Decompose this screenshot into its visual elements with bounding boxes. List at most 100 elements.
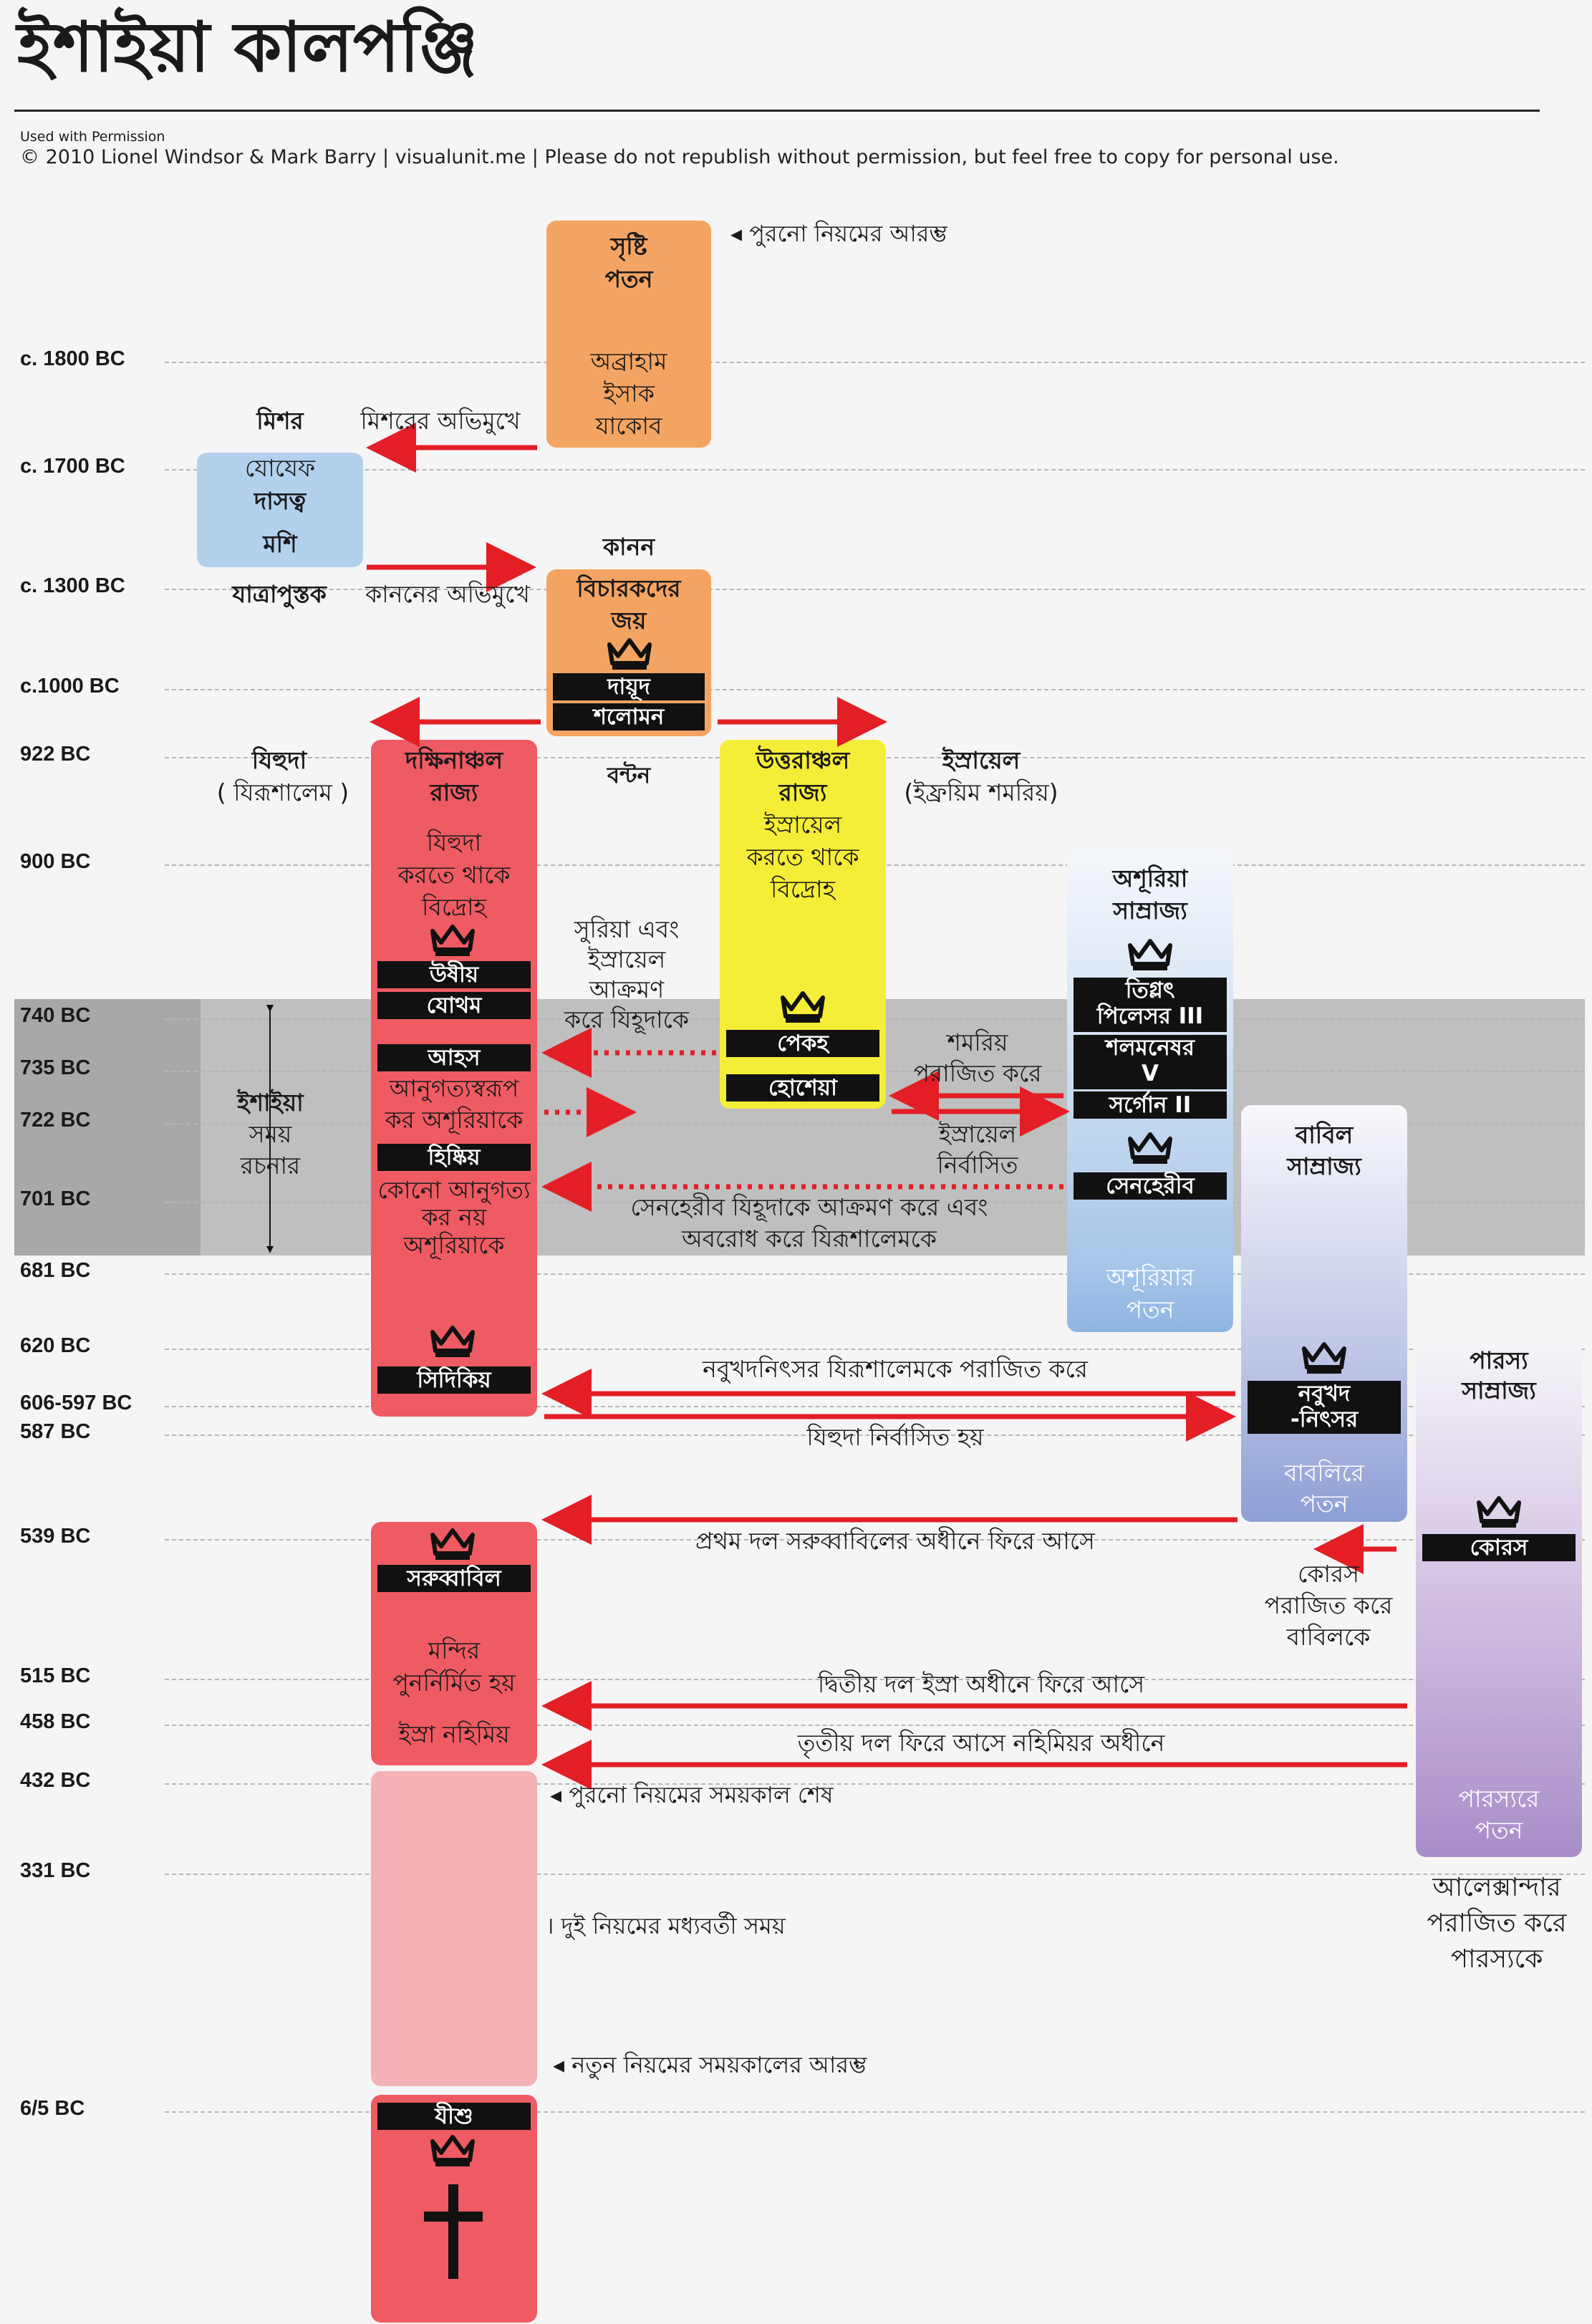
return-3-note: তৃতীয় দল ফিরে আসে নহিমিয়র অধীনে — [797, 1729, 1165, 1757]
ezra-nehemiah-label: ইস্রা নহিমিয় — [398, 1720, 510, 1748]
year-label: 587 BC — [20, 1420, 91, 1443]
crown-icon — [430, 924, 476, 957]
king-nebuchadnezzar: নবুখদ -নিৎসর — [1248, 1381, 1401, 1434]
isaiah-writing-label: রচনার — [240, 1152, 301, 1180]
year-label: 458 BC — [20, 1710, 91, 1733]
assyria-fall-2: পতন — [1126, 1296, 1174, 1323]
israel-heading: ইস্রায়েল — [942, 746, 1021, 774]
year-label: c.1000 BC — [20, 675, 120, 698]
year-label: 6/5 BC — [20, 2097, 85, 2120]
year-gridline — [165, 1202, 1585, 1203]
shalmaneser-line-1: শলমনেষর — [1106, 1035, 1195, 1061]
babylon-box — [1241, 1105, 1407, 1522]
year-label: 735 BC — [20, 1056, 91, 1079]
ahaz-tribute-1: আনুগত্যস্বরূপ — [389, 1074, 519, 1102]
king-sennacherib: সেনহেরীব — [1074, 1172, 1227, 1200]
year-gridline — [165, 589, 1585, 590]
crown-icon — [1127, 1132, 1173, 1165]
king-solomon: শলোমন — [553, 703, 705, 731]
crown-icon — [430, 2134, 476, 2167]
jesus-label: যীশু — [377, 2103, 531, 2130]
year-gridline — [165, 469, 1585, 471]
year-gridline — [165, 1349, 1585, 1350]
king-sargon: সর্গোন II — [1074, 1091, 1227, 1119]
hezekiah-note-2: কর নয় — [421, 1203, 487, 1231]
year-label: 620 BC — [20, 1334, 91, 1357]
king-david: দায়ূদ — [553, 673, 705, 700]
samaria-note-1: শমরিয় — [947, 1028, 1008, 1056]
king-pekah: পেকহ — [726, 1030, 879, 1057]
northern-kingdom-label-2: রাজ্য — [778, 778, 827, 806]
conquest-label: জয় — [611, 607, 647, 635]
year-label: c. 1300 BC — [20, 574, 125, 597]
title-rule — [14, 110, 1540, 112]
shalmaneser-line-2: V — [1142, 1061, 1159, 1086]
samaria-note-2: পরাজিত করে — [913, 1059, 1042, 1087]
judah-exile-note: যিহুদা নির্বাসিত হয় — [806, 1423, 984, 1451]
judges-label: বিচারকদের — [577, 574, 681, 602]
king-zedekiah: সিদিকিয় — [377, 1366, 531, 1394]
year-label: 539 BC — [20, 1525, 91, 1548]
year-label: 701 BC — [20, 1187, 91, 1210]
crown-icon — [780, 990, 826, 1023]
crown-icon — [1127, 938, 1173, 971]
year-gridline — [165, 1273, 1585, 1275]
king-hezekiah: হিষ্কিয় — [377, 1144, 531, 1171]
crown-icon — [1476, 1495, 1522, 1528]
credit-line: © 2010 Lionel Windsor & Mark Barry | vis… — [20, 146, 1339, 168]
neb-line-1: নবুখদ — [1298, 1381, 1351, 1407]
exodus-label: যাত্রাপুস্তক — [232, 580, 327, 608]
cyrus-note-2: পরাজিত করে — [1264, 1591, 1393, 1619]
assyria-box — [1067, 849, 1233, 1332]
tiglath-line-1: তিগ্লৎ — [1125, 978, 1175, 1003]
temple-rebuilt-2: পুনর্নির্মিত হয় — [392, 1669, 516, 1697]
assyria-fall-1: অশূরিয়ার — [1106, 1263, 1195, 1291]
year-label: 515 BC — [20, 1664, 91, 1687]
end-ot-note: ◂ পুরনো নিয়মের সময়কাল শেষ — [550, 1781, 834, 1808]
year-label: c. 1700 BC — [20, 455, 125, 478]
year-gridline — [165, 1874, 1585, 1875]
king-ahaz: আহস — [377, 1044, 531, 1071]
sennacherib-note-2: অবরোধ করে যিরূশালেমকে — [681, 1225, 937, 1253]
isaac-label: ইসাক — [603, 380, 655, 408]
year-label: 922 BC — [20, 743, 91, 766]
neb-line-2: -নিৎসর — [1290, 1407, 1359, 1432]
persia-heading: পারস্য — [1470, 1346, 1528, 1374]
canaan-heading: কানন — [602, 533, 655, 561]
hezekiah-note-3: অশূরিয়াকে — [403, 1231, 505, 1259]
creation-label: সৃষ্টি — [610, 232, 647, 260]
ahaz-tribute-2: কর অশূরিয়াকে — [385, 1106, 524, 1134]
judah-heading: যিহুদা — [251, 746, 307, 774]
israel-exile-2: নির্বাসিত — [937, 1151, 1018, 1179]
isaiah-label: ইশাইয়া — [237, 1089, 304, 1117]
southern-kingdom-label: দক্ষিনাঞ্চল — [405, 746, 503, 774]
page-title: ইশাইয়া কালপঞ্জি — [17, 7, 478, 87]
cross-icon — [424, 2184, 483, 2279]
alexander-note-1: আলেক্সান্দার — [1432, 1873, 1561, 1902]
babylon-fall-2: পতন — [1300, 1490, 1349, 1518]
king-tiglath-pileser: তিগ্লৎ পিলেসর III — [1074, 978, 1227, 1032]
king-cyrus: কোরস — [1422, 1534, 1576, 1561]
israel-exile-1: ইস্রায়েল — [938, 1120, 1017, 1148]
persia-fall-2: পতন — [1475, 1816, 1523, 1844]
neb-conquers-note: নবুখদনিৎসর যিরূশালেমকে পরাজিত করে — [703, 1355, 1088, 1383]
year-gridline — [165, 1679, 1585, 1680]
year-label: 606-597 BC — [20, 1392, 132, 1414]
king-hoshea: হোশেয়া — [726, 1074, 879, 1101]
cyrus-note-3: বাবিলকে — [1286, 1623, 1371, 1651]
joseph-label: যোযেফ — [244, 454, 316, 482]
syria-attack-4: করে যিহূদাকে — [564, 1006, 690, 1033]
isaiah-band-left — [14, 999, 201, 1255]
king-shalmaneser: শলমনেষর V — [1074, 1035, 1227, 1089]
northern-kingdom-label: উত্তরাঞ্চল — [756, 746, 850, 774]
judah-capital: ( যিরূশালেম ) — [216, 778, 349, 806]
to-canaan-label: কাননের অভিমুখে — [365, 580, 530, 608]
division-label: বন্টন — [607, 763, 651, 789]
sennacherib-note-1: সেনহেরীব যিহূদাকে আক্রমণ করে এবং — [630, 1193, 988, 1221]
southern-kingdom-label-2: রাজ্য — [430, 778, 478, 806]
israel-rebel-3: বিদ্রোহ — [771, 875, 835, 903]
crown-icon — [1301, 1341, 1347, 1374]
ot-start-note: ◂ পুরনো নিয়মের আরম্ভ — [730, 220, 947, 247]
year-gridline — [165, 689, 1585, 690]
start-nt-note: ◂ নতুন নিয়মের সময়কালের আরম্ভ — [553, 2051, 867, 2078]
